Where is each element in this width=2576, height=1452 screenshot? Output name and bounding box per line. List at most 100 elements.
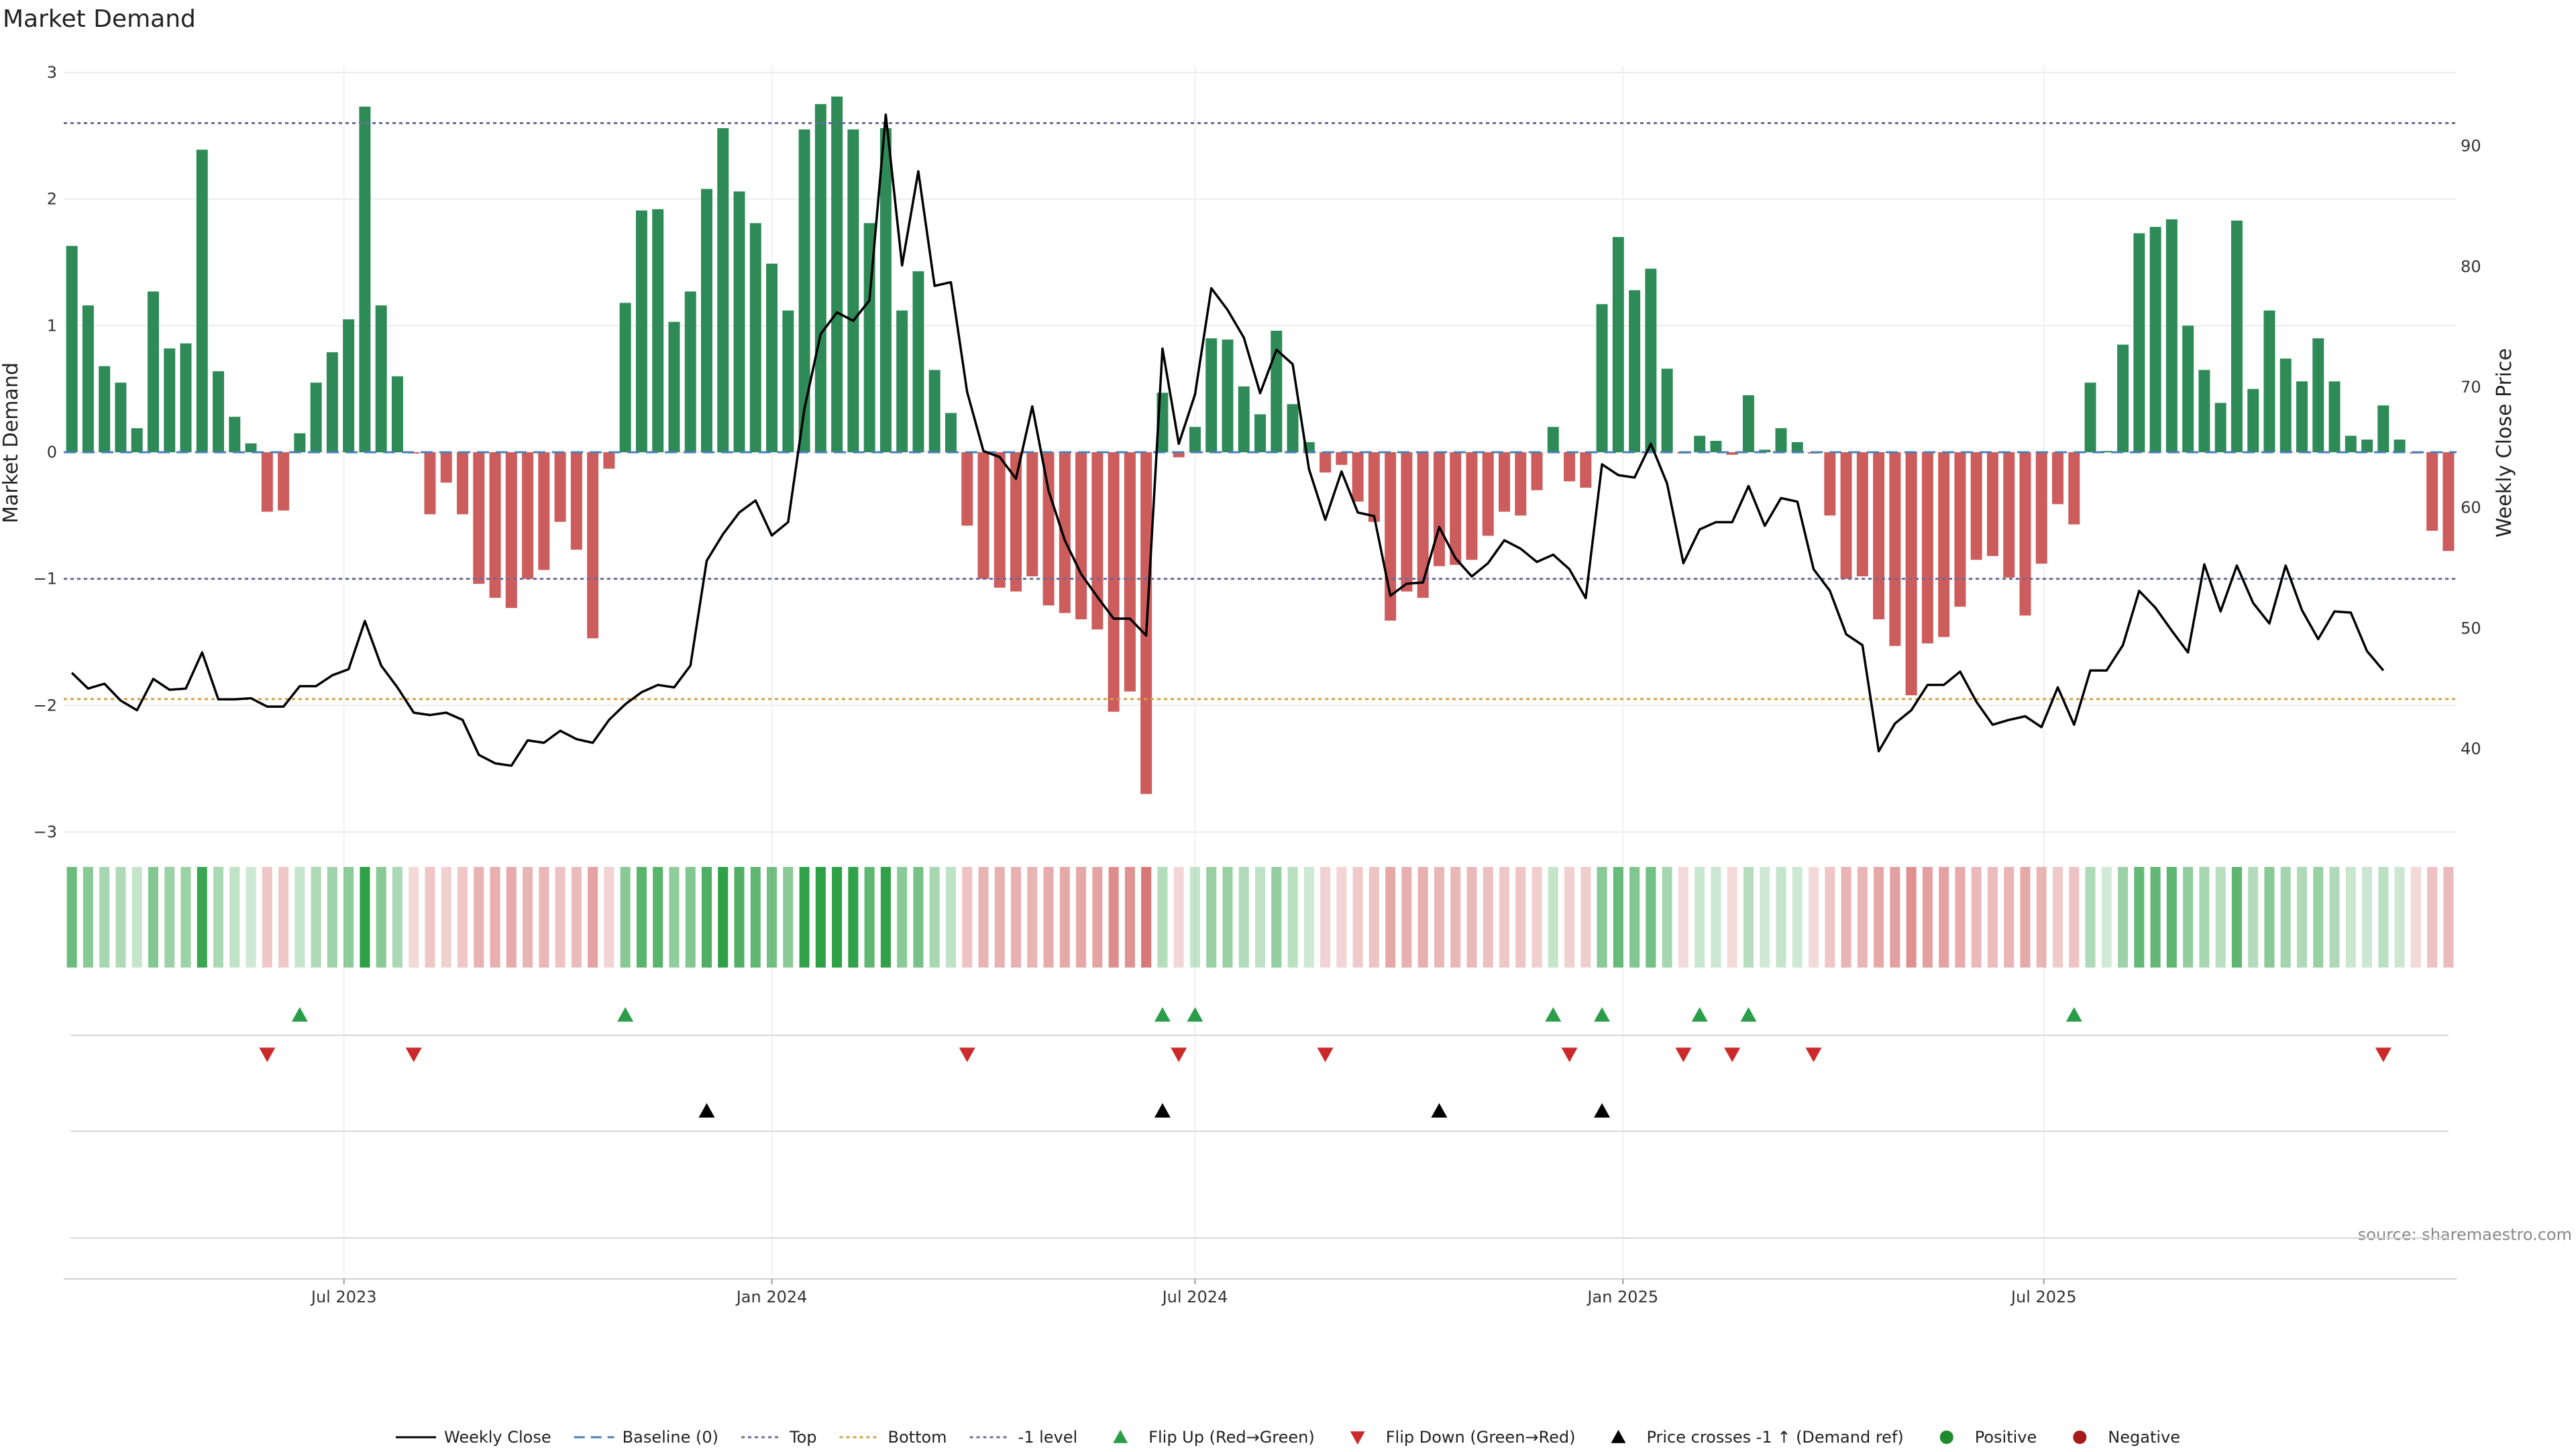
strip-cell — [1939, 867, 1949, 968]
flip-down-marker — [1675, 1047, 1692, 1062]
demand-bar — [359, 106, 371, 452]
strip-cell — [783, 867, 794, 968]
demand-bar — [180, 343, 192, 452]
demand-bar — [538, 452, 550, 570]
y-axis-title: Market Demand — [0, 362, 23, 523]
demand-bar — [245, 443, 257, 452]
axes: 3 2 1 0 −1 −2 −3 90 80 70 60 50 40 Jul 2023 Jan 2024 Ju… — [34, 63, 2481, 1306]
strip-cell — [229, 867, 240, 968]
demand-bar — [1726, 452, 1738, 455]
demand-bar — [2394, 439, 2406, 452]
y-tick-label: 1 — [47, 316, 57, 335]
demand-bar — [1596, 304, 1608, 452]
legend: Weekly Close Baseline (0) Top Bottom -1 leve… — [396, 1428, 2180, 1447]
strip-cell — [1678, 867, 1688, 968]
demand-bar — [2263, 310, 2275, 452]
source-label: source: sharemaestro.com — [2358, 1225, 2572, 1244]
strip-cell — [1564, 867, 1575, 968]
strip-cell — [392, 867, 402, 968]
strip-cell — [2378, 867, 2389, 968]
demand-bar — [1970, 452, 1982, 560]
price-cross-marker — [1431, 1103, 1448, 1118]
strip-cell — [262, 867, 272, 968]
demand-bar — [1515, 452, 1527, 516]
demand-bar — [1710, 441, 1722, 452]
y2-tick-label: 50 — [2461, 619, 2481, 637]
demand-bar — [1564, 452, 1576, 482]
demand-bar — [1938, 452, 1950, 637]
demand-bar — [766, 263, 778, 452]
demand-bar — [1873, 452, 1885, 620]
strip-cell — [2134, 867, 2145, 968]
strip-cell — [2052, 867, 2063, 968]
strip-cell — [1238, 867, 1249, 968]
strip-cell — [506, 867, 517, 968]
strip-cell — [457, 867, 468, 968]
demand-bar — [1840, 452, 1852, 579]
x-tick-label: Jul 2023 — [310, 1288, 377, 1306]
strip-cell — [1971, 867, 1982, 968]
x-tick-label: Jan 2025 — [1586, 1288, 1658, 1306]
demand-bar — [82, 305, 94, 452]
strip-cell — [1483, 867, 1493, 968]
demand-bar — [798, 129, 810, 452]
y-tick-label: −3 — [34, 823, 57, 841]
strip-cell — [1287, 867, 1298, 968]
legend-swatch-dot — [1939, 1431, 1953, 1444]
demand-bar — [1482, 452, 1494, 536]
strip-cell — [636, 867, 647, 968]
strip-cell — [2280, 867, 2291, 968]
strip-cell — [1792, 867, 1803, 968]
strip-cell — [327, 867, 337, 968]
strip-cell — [799, 867, 810, 968]
demand-bar — [587, 452, 599, 639]
strip-cell — [1434, 867, 1444, 968]
strip-cell — [2264, 867, 2275, 968]
flip-up-marker — [2065, 1007, 2082, 1022]
demand-bar — [652, 209, 664, 452]
strip-cell — [164, 867, 175, 968]
y-tick-label: −1 — [34, 570, 57, 588]
strip-cell — [2150, 867, 2161, 968]
demand-bar — [375, 305, 387, 452]
demand-bar — [1189, 427, 1201, 452]
demand-bar — [489, 452, 501, 598]
legend-label: Flip Down (Green→Red) — [1386, 1428, 1576, 1447]
flip-down-marker — [1171, 1047, 1187, 1062]
strip-cell — [539, 867, 549, 968]
y-tick-label: 3 — [47, 63, 57, 82]
close-price-series — [70, 113, 2385, 767]
legend-item-flipdown: Flip Down (Green→Red) — [1350, 1428, 1576, 1447]
demand-bar — [879, 128, 892, 452]
strip-cell — [66, 867, 77, 968]
reference-lines — [64, 121, 2457, 701]
demand-bar — [294, 433, 306, 452]
x-tick-label: Jul 2025 — [2010, 1288, 2077, 1306]
strip-cell — [913, 867, 924, 968]
strip-cell — [1320, 867, 1331, 968]
strip-cell — [1092, 867, 1103, 968]
legend-item-flipup: Flip Up (Red→Green) — [1113, 1428, 1315, 1447]
demand-bar — [2149, 227, 2161, 452]
strip-cell — [2069, 867, 2080, 968]
price-cross-marker — [1154, 1103, 1171, 1118]
strip-cell — [1743, 867, 1754, 968]
demand-bar — [2377, 405, 2390, 452]
demand-bar — [2035, 452, 2047, 564]
strip-cell — [1385, 867, 1396, 968]
strip-cell — [2231, 867, 2242, 968]
demand-bar — [1173, 452, 1185, 458]
demand-bar — [115, 382, 127, 452]
strip-cell — [555, 867, 566, 968]
demand-bar — [2100, 451, 2112, 452]
demand-bar — [668, 321, 680, 452]
strip-cell — [1922, 867, 1933, 968]
demand-bar — [1059, 452, 1071, 613]
flip-up-marker — [1740, 1007, 1757, 1022]
legend-label: Top — [789, 1428, 817, 1447]
demand-bar — [1580, 452, 1592, 488]
demand-bar — [717, 128, 729, 452]
y2-tick-label: 80 — [2461, 257, 2481, 276]
demand-bar — [278, 452, 290, 511]
